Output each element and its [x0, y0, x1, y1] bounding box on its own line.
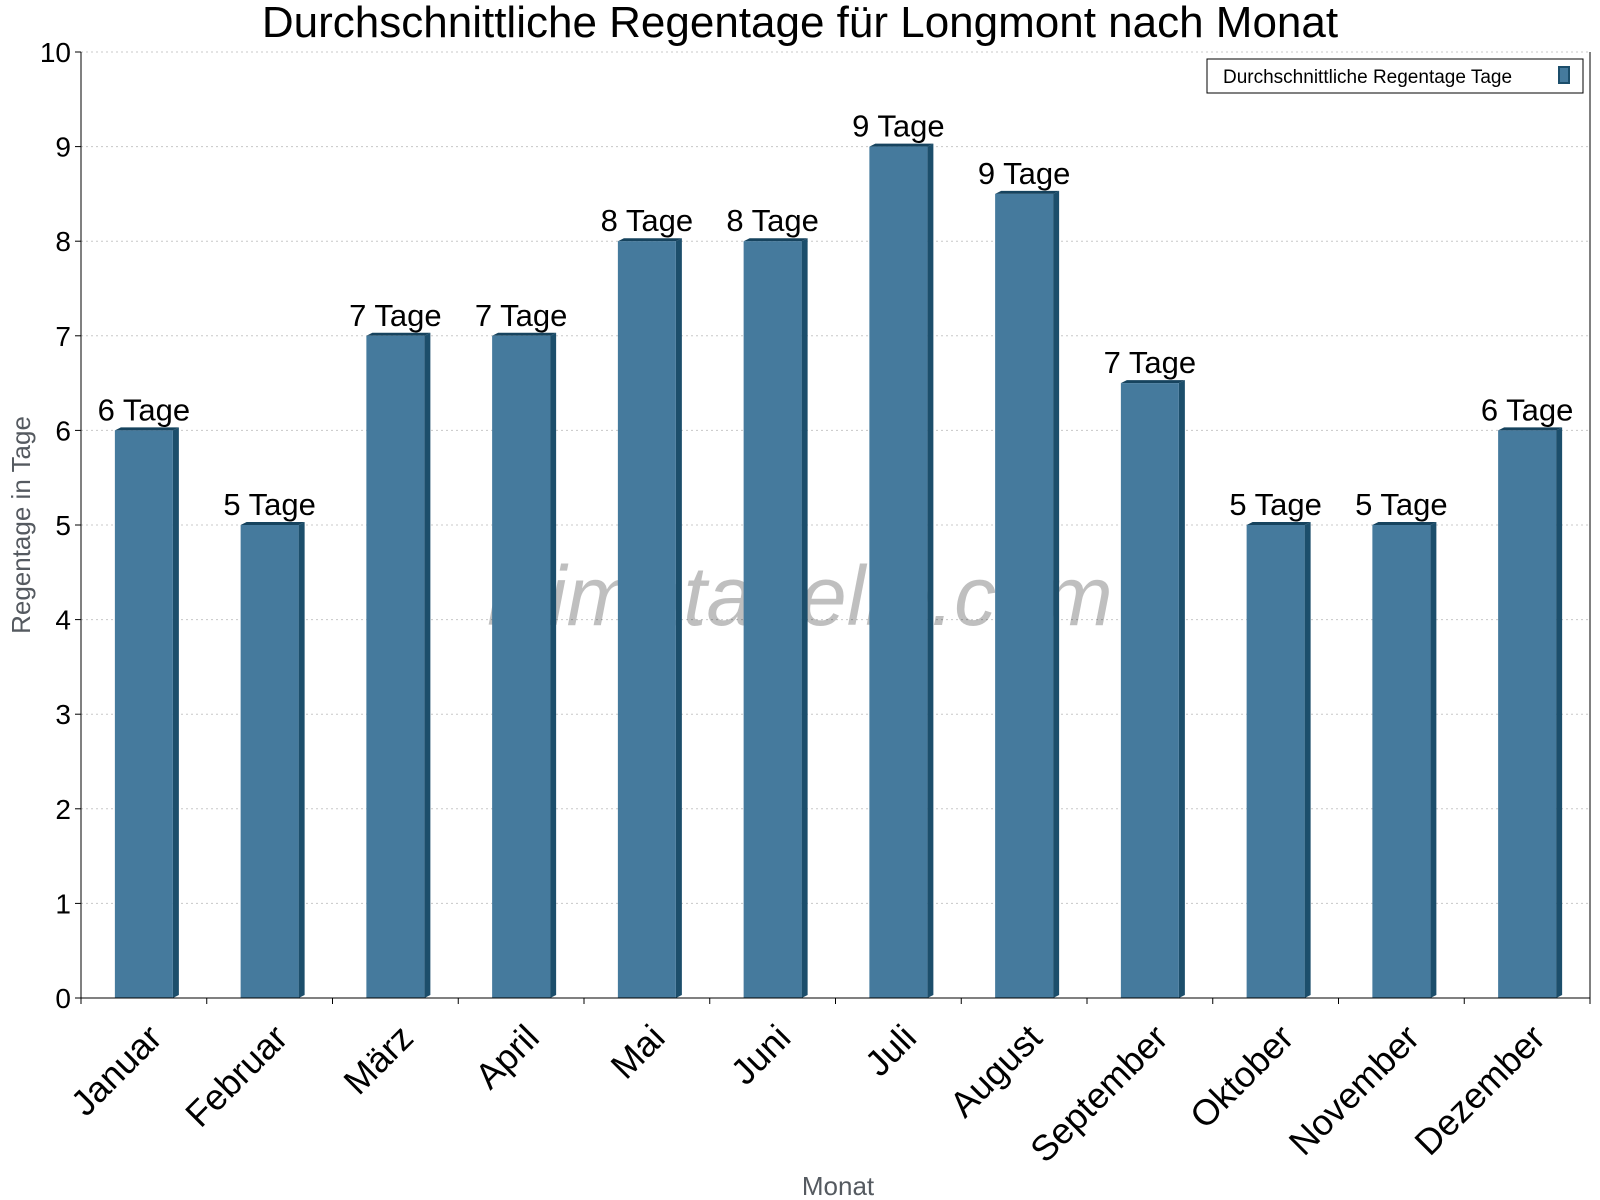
bar-top	[240, 522, 305, 525]
y-tick-label: 0	[55, 983, 71, 1014]
data-label: 9 Tage	[978, 156, 1071, 191]
bar-side	[927, 143, 934, 999]
bar-12	[1498, 427, 1563, 998]
bar-series	[114, 143, 1563, 999]
bar-side	[298, 522, 305, 998]
x-tick-label: Mai	[603, 1017, 673, 1087]
bar-side	[550, 332, 557, 998]
x-tick-label: August	[942, 1017, 1050, 1125]
data-label: 5 Tage	[1229, 487, 1322, 522]
bar-11	[1372, 522, 1437, 998]
bar-7	[869, 143, 934, 999]
data-labels: 6 Tage 5 Tage 7 Tage 7 Tage 8 Tage 8 Tage 9 Ta…	[98, 109, 1574, 522]
bar-top	[617, 238, 682, 242]
bar-side	[424, 332, 431, 998]
y-tick-label: 3	[55, 699, 71, 730]
chart-title: Durchschnittliche Regentage für Longmont…	[262, 0, 1338, 47]
bar-side	[675, 238, 682, 998]
bar-9	[1120, 380, 1185, 999]
data-label: 5 Tage	[1355, 487, 1448, 522]
bar-top	[1120, 380, 1185, 384]
bar-face	[617, 241, 676, 998]
bar-side	[172, 427, 179, 998]
bar-top	[1246, 522, 1311, 525]
bar-face	[1498, 430, 1557, 998]
bar-face	[366, 335, 425, 998]
bar-side	[1053, 190, 1060, 998]
y-axis-title: Regentage in Tage	[6, 416, 36, 634]
data-label: 8 Tage	[601, 203, 694, 238]
y-tick-label: 8	[55, 226, 71, 257]
data-label: 7 Tage	[1104, 345, 1197, 380]
x-tick-label: November	[1281, 1017, 1427, 1163]
y-tick-label: 9	[55, 132, 71, 163]
x-tick-label: September	[1022, 1017, 1176, 1171]
y-tick-label: 5	[55, 510, 71, 541]
legend-swatch	[1558, 66, 1570, 84]
x-tick-label: Oktober	[1182, 1017, 1302, 1137]
data-label: 7 Tage	[475, 298, 568, 333]
bar-5	[617, 238, 682, 998]
y-tick-label: 6	[55, 415, 71, 446]
bar-face	[1372, 525, 1431, 998]
bar-top	[1372, 522, 1437, 525]
bar-side	[1178, 380, 1185, 999]
bar-top	[114, 427, 179, 431]
bar-side	[1556, 427, 1563, 998]
bar-10	[1246, 522, 1311, 998]
bar-face	[1246, 525, 1305, 998]
grid-lines	[81, 51, 1590, 904]
bar-face	[995, 193, 1054, 998]
bar-4	[492, 332, 557, 998]
legend-label: Durchschnittliche Regentage Tage	[1223, 67, 1512, 88]
bar-6	[743, 238, 808, 998]
bar-8	[995, 190, 1060, 998]
bar-2	[240, 522, 305, 998]
bar-top	[492, 332, 557, 336]
bar-face	[114, 430, 173, 998]
y-axis-ticks: 0 1 2 3 4 5 6 7 8 9 10	[40, 37, 81, 1014]
y-tick-label: 1	[55, 888, 71, 919]
x-tick-label: Januar	[63, 1017, 170, 1124]
data-label: 6 Tage	[1481, 392, 1574, 427]
x-axis-title: Monat	[802, 1171, 875, 1200]
bar-1	[114, 427, 179, 998]
bar-face	[240, 525, 299, 998]
x-tick-label: Juni	[723, 1017, 799, 1093]
bar-face	[492, 335, 551, 998]
bar-side	[1430, 522, 1437, 998]
y-tick-label: 7	[55, 321, 71, 352]
x-tick-label: Juli	[857, 1017, 924, 1084]
bar-3	[366, 332, 431, 998]
x-axis-ticks: Januar Februar März April Mai Juni Juli AugustS…	[63, 998, 1591, 1171]
x-tick-label: April	[467, 1017, 547, 1097]
y-tick-label: 4	[55, 605, 71, 636]
data-label: 8 Tage	[726, 203, 819, 238]
bar-top	[743, 238, 808, 242]
x-tick-label: Dezember	[1406, 1017, 1552, 1163]
data-label: 9 Tage	[852, 109, 945, 144]
bar-top	[366, 332, 431, 336]
bar-top	[869, 143, 934, 147]
bar-face	[869, 146, 928, 999]
legend: Durchschnittliche Regentage Tage	[1206, 58, 1584, 94]
bar-side	[1304, 522, 1311, 998]
y-tick-label: 2	[55, 794, 71, 825]
bar-face	[1120, 383, 1179, 999]
data-label: 7 Tage	[349, 298, 442, 333]
bar-side	[801, 238, 808, 998]
data-label: 5 Tage	[223, 487, 316, 522]
legend-box	[1206, 58, 1584, 94]
data-label: 6 Tage	[98, 392, 191, 427]
bar-top	[995, 190, 1060, 194]
x-tick-label: März	[335, 1017, 421, 1103]
x-tick-label: Februar	[177, 1017, 295, 1135]
bar-top	[1498, 427, 1563, 431]
bar-face	[743, 241, 802, 998]
y-tick-label: 10	[40, 37, 71, 68]
